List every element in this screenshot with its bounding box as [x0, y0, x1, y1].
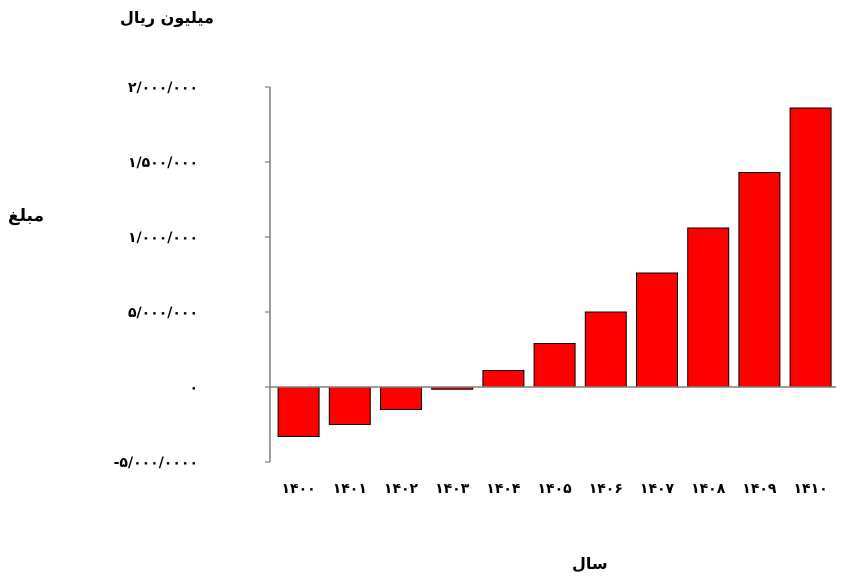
x-tick-label: ۱۴۰۸ [691, 481, 726, 497]
y-tick-label: -۵/۰۰۰/۰۰۰۰ [114, 455, 198, 471]
x-tick-label: ۱۴۱۰ [794, 481, 828, 497]
x-tick-label: ۱۴۰۹ [742, 481, 777, 497]
bar [380, 386, 422, 410]
bar [584, 311, 627, 388]
y-tick-label: ۱/۵۰۰/۰۰۰ [128, 155, 198, 171]
bar [738, 172, 781, 388]
x-tick-label: ۱۴۰۱ [333, 481, 367, 497]
bar [636, 272, 678, 388]
x-tick-label: ۱۴۰۳ [435, 481, 470, 497]
bar [789, 107, 832, 388]
y-tick-label: ۰ [189, 380, 198, 396]
y-tick-label: ۱/۰۰۰/۰۰۰ [128, 230, 198, 246]
bar [277, 386, 320, 437]
bar [328, 386, 371, 425]
bar [687, 227, 730, 388]
x-tick-label: ۱۴۰۷ [640, 481, 675, 497]
x-tick-label: ۱۴۰۵ [538, 481, 573, 497]
y-axis-label: مبلغ [8, 206, 45, 226]
x-tick-label: ۱۴۰۲ [384, 481, 419, 497]
x-tick-label: ۱۴۰۰ [282, 481, 316, 497]
y-tick-label: ۵/۰۰۰/۰۰۰ [128, 305, 198, 321]
bar [533, 343, 576, 388]
x-tick-label: ۱۴۰۴ [486, 481, 521, 497]
x-tick-label: ۱۴۰۶ [589, 481, 623, 497]
unit-label: میلیون ریال [120, 8, 214, 27]
bar [482, 370, 525, 388]
x-axis-label: سال [572, 554, 608, 573]
y-tick-label: ۲/۰۰۰/۰۰۰ [128, 80, 198, 96]
